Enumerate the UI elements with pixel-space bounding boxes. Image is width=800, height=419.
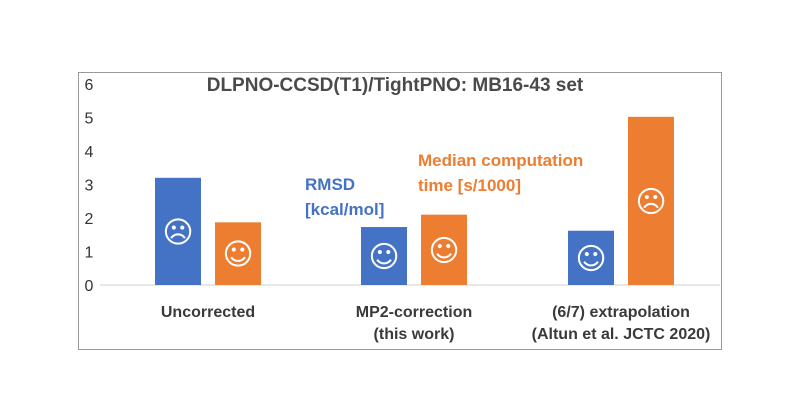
y-tick-label: 6 [85, 77, 94, 94]
smile-face-icon: ☺ [368, 240, 399, 275]
y-tick-label: 0 [85, 278, 94, 295]
y-tick-label: 2 [85, 211, 94, 228]
bars [155, 116, 674, 285]
series-label: [kcal/mol] [305, 200, 384, 219]
y-axis: 0 1 2 3 4 5 6 [85, 77, 720, 295]
bar [215, 222, 261, 285]
category-labels: Uncorrected MP2-correction (this work) (6/7… [161, 304, 710, 343]
series-label: RMSD [305, 175, 355, 194]
bar [568, 230, 614, 285]
bar [155, 177, 201, 285]
y-tick-label: 4 [85, 144, 94, 161]
series-annotations: RMSD [kcal/mol] Median computation time [s/… [305, 151, 583, 219]
chart-frame [78, 72, 722, 350]
category-label: MP2-correction [356, 304, 472, 321]
y-tick-label: 1 [85, 245, 94, 262]
category-label: (Altun et al. JCTC 2020) [532, 326, 711, 343]
frown-face-icon: ☹ [635, 185, 666, 220]
bar [421, 214, 467, 285]
frown-face-icon: ☹ [162, 215, 193, 250]
series-label: Median computation [418, 151, 583, 170]
y-tick-label: 5 [85, 111, 94, 128]
series-label: time [s/1000] [418, 176, 521, 195]
bar [361, 227, 407, 285]
y-tick-label: 3 [85, 178, 94, 195]
chart-title: DLPNO-CCSD(T1)/TightPNO: MB16-43 set [207, 75, 584, 96]
smile-face-icon: ☺ [575, 242, 606, 277]
category-label: Uncorrected [161, 304, 255, 321]
face-icons: ☹ ☺ ☺ ☺ ☺ ☹ [162, 185, 666, 277]
category-label: (6/7) extrapolation [552, 304, 690, 321]
smile-face-icon: ☺ [428, 234, 459, 269]
smile-face-icon: ☺ [222, 238, 253, 273]
bar [628, 116, 674, 285]
category-label: (this work) [374, 326, 455, 343]
